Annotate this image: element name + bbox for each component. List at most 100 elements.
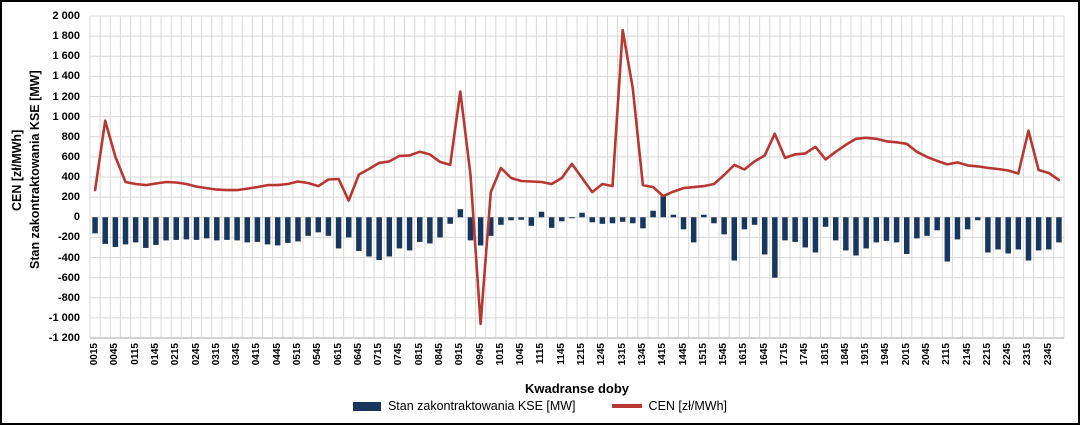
x-tick-label: 0715 — [373, 343, 385, 366]
x-tick-label: 1145 — [555, 343, 567, 365]
bar-1730 — [792, 217, 798, 242]
y-tick-label: -600 — [57, 271, 80, 284]
y-tick-label: 1 200 — [52, 90, 80, 103]
x-tick-label: 0015 — [89, 343, 101, 366]
x-tick-label: 0815 — [413, 343, 425, 366]
bar-1030 — [508, 217, 514, 221]
bar-2130 — [954, 217, 961, 240]
price-line — [93, 28, 1061, 326]
y-tick-label: 400 — [61, 171, 80, 183]
y-tick-label: -200 — [57, 231, 80, 244]
bar-1445 — [680, 217, 687, 230]
bar-1145 — [559, 217, 565, 222]
bar-1945 — [883, 217, 890, 241]
x-tick-label: 2115 — [941, 343, 953, 365]
bar-2300 — [1015, 217, 1022, 250]
bar-1615 — [741, 217, 748, 230]
bar-2030 — [914, 217, 920, 239]
x-tick-label: 1615 — [738, 343, 750, 366]
bar-2045 — [924, 217, 930, 236]
bar-1400 — [650, 210, 656, 218]
bar-1430 — [670, 214, 677, 218]
bar-2200 — [975, 217, 981, 221]
x-tick-label: 0515 — [291, 343, 303, 366]
x-tick-label: 1545 — [718, 343, 730, 366]
bar-1100 — [528, 217, 535, 226]
x-tick-label: 2145 — [961, 343, 973, 366]
bar-1900 — [853, 217, 859, 256]
x-tick-label: 2345 — [1042, 343, 1054, 366]
bar-1545 — [721, 217, 727, 235]
x-tick-label: 1915 — [860, 343, 872, 366]
bar-0100 — [122, 217, 129, 245]
x-tick-label: 1045 — [515, 343, 527, 366]
bar-2245 — [1005, 217, 1011, 254]
x-tick-label: 0745 — [393, 343, 405, 366]
x-tick-label: 2315 — [1022, 343, 1034, 366]
y-tick-label: 1 000 — [52, 110, 80, 123]
bar-2000 — [893, 217, 900, 243]
bar-1700 — [772, 217, 778, 278]
x-tick-label: 1645 — [758, 343, 770, 366]
bar-0145 — [153, 217, 159, 245]
bar-0300 — [203, 217, 210, 239]
bar-0515 — [295, 217, 301, 242]
bar-1130 — [548, 217, 555, 228]
bar-0830 — [427, 217, 433, 244]
x-tick-label: 0445 — [271, 343, 283, 366]
bar-0630 — [345, 217, 352, 238]
y-tick-label: -400 — [57, 251, 80, 264]
x-tick-label: 1845 — [839, 343, 851, 366]
legend-line-label: CEN [zł/MWh] — [648, 399, 728, 413]
x-tick-label: 1215 — [576, 343, 588, 366]
bar-0015 — [92, 217, 98, 234]
legend-line-swatch — [611, 404, 642, 408]
bar-1915 — [863, 217, 869, 249]
x-tick-label: 0545 — [312, 343, 324, 366]
bar-0200 — [163, 217, 169, 241]
x-tick-label: 0845 — [434, 343, 446, 366]
bar-1115 — [538, 211, 545, 218]
bar-0545 — [315, 217, 322, 233]
legend-bar-label: Stan zakontraktowania KSE [MW] — [387, 399, 576, 413]
bar-2315 — [1025, 217, 1032, 261]
bar-0415 — [254, 217, 261, 242]
bar-0615 — [335, 217, 342, 249]
bar-1015 — [498, 217, 504, 225]
bar-2230 — [995, 217, 1001, 250]
y-tick-label: 1 800 — [52, 30, 80, 43]
x-tick-label: 0345 — [231, 343, 243, 366]
bar-1000 — [488, 217, 494, 236]
bar-1530 — [711, 217, 717, 224]
bar-0500 — [285, 217, 291, 243]
x-tick-label: 0245 — [190, 343, 202, 366]
bar-1830 — [832, 217, 839, 241]
bar-0315 — [214, 217, 220, 241]
bar-0700 — [366, 217, 372, 257]
bar-1415 — [660, 196, 666, 218]
y-tick-label: 2 000 — [52, 10, 80, 22]
bar-1215 — [579, 212, 585, 218]
bar-0715 — [376, 217, 382, 261]
bar-1330 — [630, 217, 636, 224]
legend: Stan zakontraktowania KSE [MW] CEN [zł/M… — [2, 399, 1078, 413]
bar-1600 — [731, 217, 738, 261]
y-tick-label: -1 000 — [48, 311, 80, 324]
bar-1500 — [690, 217, 697, 243]
bar-2015 — [903, 217, 910, 254]
y-tick-label: 1 600 — [52, 50, 80, 63]
bar-1745 — [802, 217, 809, 248]
y-tick-label: -1 200 — [48, 332, 80, 344]
x-tick-label: 0045 — [109, 343, 121, 366]
x-tick-label: 0615 — [332, 343, 344, 366]
bar-2330 — [1035, 217, 1042, 251]
x-tick-label: 1345 — [636, 343, 648, 366]
bar-0330 — [224, 217, 230, 240]
bar-0215 — [173, 217, 179, 240]
y-tick-label: 600 — [61, 150, 80, 163]
bar-2100 — [934, 217, 940, 231]
bar-0430 — [264, 217, 271, 245]
y-tick-label: 200 — [61, 191, 80, 204]
bar-0400 — [244, 217, 251, 243]
